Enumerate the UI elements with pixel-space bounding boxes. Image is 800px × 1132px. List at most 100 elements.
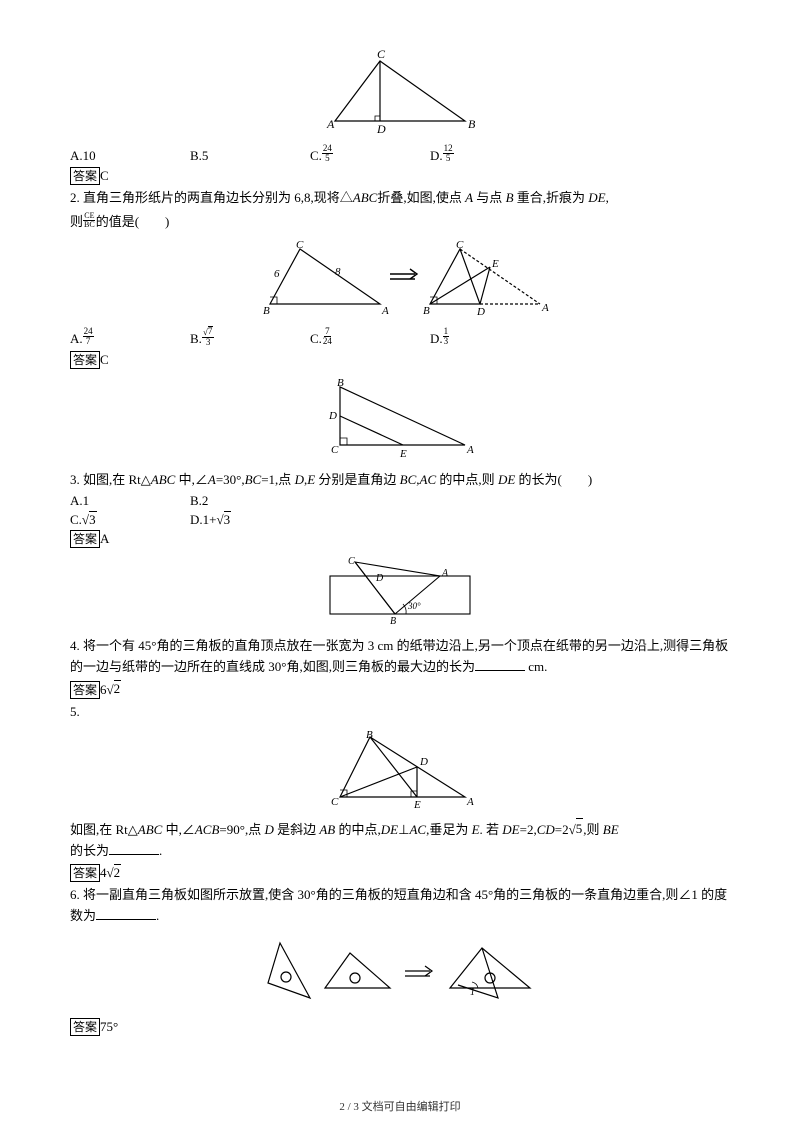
q2-num: 2. [70,190,80,205]
svg-text:A: A [466,796,474,808]
q6-answer-row: 答案75° [70,1018,730,1036]
page-footer: 2 / 3 文档可自由编辑打印 [0,1098,800,1114]
opt-label: B. [190,148,202,164]
q1-options: A. 10 B. 5 C. 245 D. 125 [70,146,730,165]
svg-text:C: C [331,444,339,456]
answer-value: A [100,531,109,546]
q3-option-d: D.1+3 [190,511,310,528]
answer-label: 答案 [70,864,100,882]
opt-label: C. [310,148,322,164]
answer-label: 答案 [70,681,100,699]
answer-label: 答案 [70,351,100,369]
svg-text:B: B [468,117,476,131]
svg-text:E: E [399,448,407,460]
q1-option-d: D. 125 [430,146,550,165]
q2-option-d: D. 13 [430,329,550,349]
q5-figure: C B A D E [70,729,730,813]
q2-answer-row: 答案C [70,351,730,369]
fraction: 73 [202,327,214,347]
q1-answer-row: 答案C [70,167,730,185]
fill-blank [475,657,525,671]
sqrt: 2 [107,864,122,881]
q2-option-c: C. 724 [310,329,430,349]
answer-value: C [100,352,109,367]
svg-text:C: C [348,556,355,567]
q5-text: 如图,在 Rt△ABC 中,∠ACB=90°,点 D 是斜边 AB 的中点,DE… [70,819,730,862]
q6-figure: 1 [70,933,730,1012]
footer-note: 文档可自由编辑打印 [362,1101,461,1113]
q2-options: A. 247 B. 73 C. 724 D. 13 [70,329,730,349]
svg-text:C: C [331,796,339,808]
q5-num-line: 5. [70,702,730,723]
opt-label: A. [70,148,83,164]
q4-num: 4. [70,638,80,653]
q3-option-b: B.2 [190,493,310,509]
svg-text:E: E [491,258,499,270]
svg-text:B: B [337,377,344,389]
answer-label: 答案 [70,1018,100,1036]
answer-label: 答案 [70,530,100,548]
svg-text:D: D [476,306,485,318]
svg-text:A: A [381,305,389,317]
fill-blank [109,841,159,855]
q3-figure: B C A D E [70,375,730,464]
svg-text:C: C [377,47,386,61]
svg-text:8: 8 [335,266,341,278]
svg-text:1: 1 [470,987,475,998]
q6-text: 6. 将一副直角三角板如图所示放置,使含 30°角的三角板的短直角边和含 45°… [70,885,730,927]
svg-text:D: D [376,122,386,136]
fraction: 245 [322,144,333,163]
q1-option-b: B. 5 [190,146,310,165]
q6-num: 6. [70,887,80,902]
svg-text:E: E [413,799,421,809]
q1-option-c: C. 245 [310,146,430,165]
fill-blank [96,906,156,920]
q4-text: 4. 将一个有 45°角的三角板的直角顶点放在一张宽为 3 cm 的纸带边沿上,… [70,636,730,678]
opt-label: A. [70,331,83,347]
opt-val: 5 [202,148,209,164]
q2-option-b: B. 73 [190,329,310,349]
svg-text:6: 6 [274,268,280,280]
fraction: 13 [443,327,450,346]
svg-text:D: D [419,756,428,768]
svg-text:B: B [423,305,430,317]
svg-text:A: A [466,444,474,456]
svg-text:D: D [328,410,337,422]
opt-label: C. [310,331,322,347]
opt-label: B. [190,331,202,347]
page-number: 2 / 3 [339,1101,359,1113]
q4-answer-row: 答案62 [70,681,730,699]
svg-text:B: B [263,305,270,317]
opt-label: D. [430,331,443,347]
q3-option-c: C.3 [70,511,190,528]
fraction: 125 [443,144,454,163]
q2-option-a: A. 247 [70,329,190,349]
answer-value: C [100,168,109,183]
opt-label: D. [430,148,443,164]
q1-figure: A B C D [70,46,730,140]
q3-options-row1: A.1 B.2 [70,493,730,509]
opt-val: 10 [83,148,96,164]
svg-text:B: B [390,616,396,626]
q3-num: 3. [70,472,80,487]
svg-text:A: A [541,302,549,314]
q5-num: 5. [70,704,80,719]
svg-text:C: C [456,239,464,251]
svg-text:A: A [326,117,335,131]
q5-answer-row: 答案42 [70,864,730,882]
q1-option-a: A. 10 [70,146,190,165]
svg-text:30°: 30° [407,601,421,611]
q3-options-row2: C.3 D.1+3 [70,511,730,528]
fraction: 724 [322,327,333,346]
q2-figure: B C A 6 8 B C A D E [70,239,730,323]
fraction: 247 [83,327,94,346]
svg-text:A: A [441,568,449,579]
q2-text: 2. 直角三角形纸片的两直角边长分别为 6,8,现将△ABC折叠,如图,使点 A… [70,188,730,209]
sqrt: 2 [107,681,122,698]
q2-text-line2: 则CEBC的值是( ) [70,212,730,233]
svg-text:B: B [366,729,373,741]
q3-option-a: A.1 [70,493,190,509]
fraction: CEBC [83,212,96,229]
svg-text:C: C [296,239,304,251]
q3-text: 3. 如图,在 Rt△ABC 中,∠A=30°,BC=1,点 D,E 分别是直角… [70,470,730,491]
